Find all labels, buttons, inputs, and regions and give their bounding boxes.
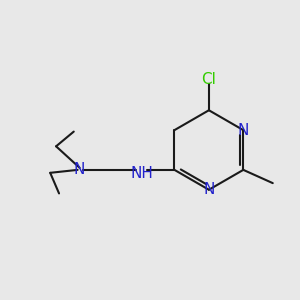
Text: Cl: Cl bbox=[202, 72, 216, 87]
Text: N: N bbox=[203, 182, 214, 197]
Text: NH: NH bbox=[130, 166, 154, 181]
Text: N: N bbox=[238, 123, 249, 138]
Text: N: N bbox=[74, 162, 85, 177]
